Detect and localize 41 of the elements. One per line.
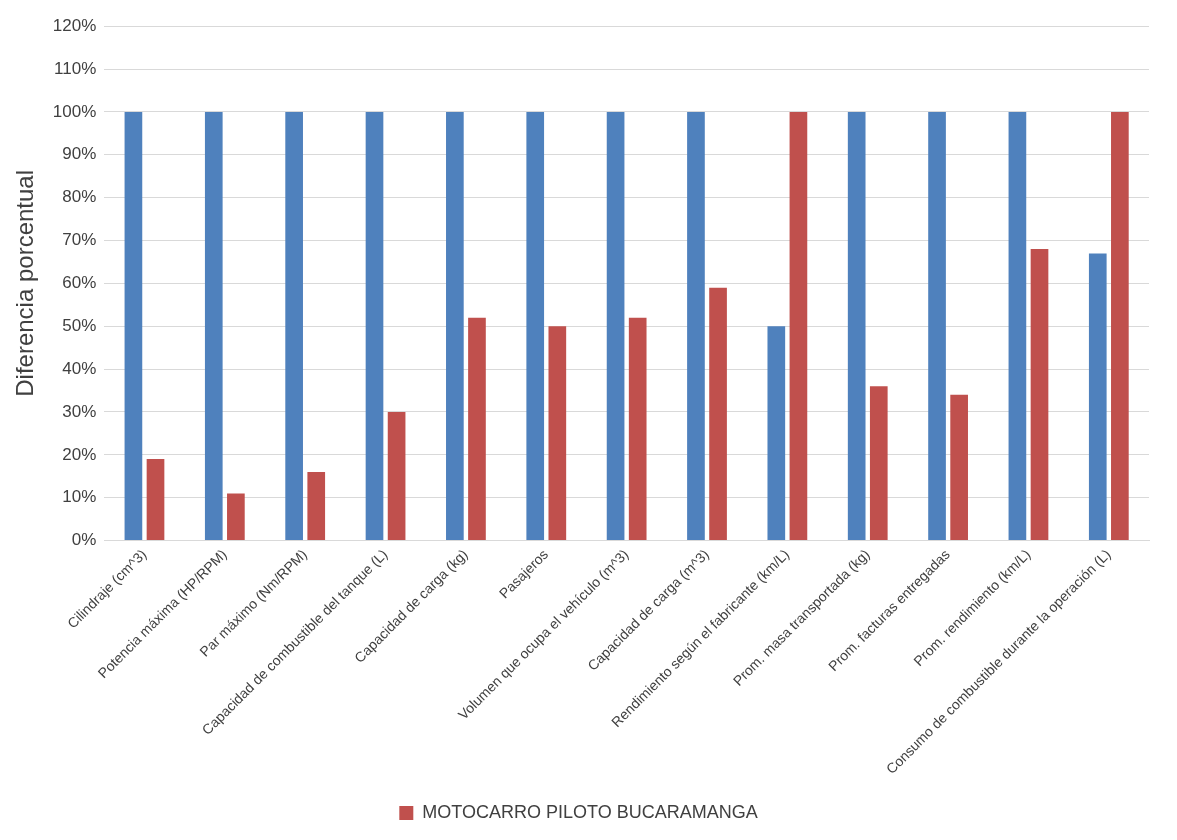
legend-label: MOTOCARRO PILOTO BUCARAMANGA <box>422 801 758 822</box>
bar <box>869 386 888 541</box>
bar <box>628 317 647 541</box>
bar <box>789 111 808 541</box>
bar <box>285 111 303 541</box>
bar <box>446 111 464 541</box>
bar <box>1008 111 1027 541</box>
y-tick-label: 80% <box>62 187 97 207</box>
bar <box>146 459 165 541</box>
y-tick-label: 90% <box>62 144 97 164</box>
bar <box>709 287 727 541</box>
bar <box>1088 253 1107 541</box>
bar <box>847 111 866 541</box>
y-tick-label: 30% <box>62 401 97 421</box>
bar <box>606 111 625 541</box>
bar <box>365 111 384 541</box>
y-tick-label: 0% <box>71 530 97 550</box>
y-axis-title: Diferencia porcentual <box>11 169 39 397</box>
y-tick-label: 100% <box>52 101 97 121</box>
y-tick-label: 50% <box>62 315 97 335</box>
bar <box>928 111 946 541</box>
bar <box>1030 249 1049 541</box>
bar <box>468 317 486 541</box>
bar <box>526 111 545 541</box>
bar <box>124 111 143 541</box>
y-tick-label: 10% <box>62 487 97 507</box>
bar <box>548 326 567 541</box>
y-tick-label: 120% <box>52 15 97 35</box>
y-tick-label: 20% <box>62 444 97 464</box>
bar <box>227 493 245 541</box>
y-tick-label: 110% <box>54 58 97 78</box>
bar <box>767 326 786 541</box>
bar <box>387 411 406 541</box>
bar <box>687 111 705 541</box>
y-tick-label: 60% <box>62 273 97 293</box>
bar <box>307 471 326 541</box>
y-tick-label: 70% <box>62 230 97 250</box>
y-tick-label: 40% <box>62 358 97 378</box>
bar <box>1111 111 1129 541</box>
bar <box>950 394 968 541</box>
bar <box>204 111 223 541</box>
